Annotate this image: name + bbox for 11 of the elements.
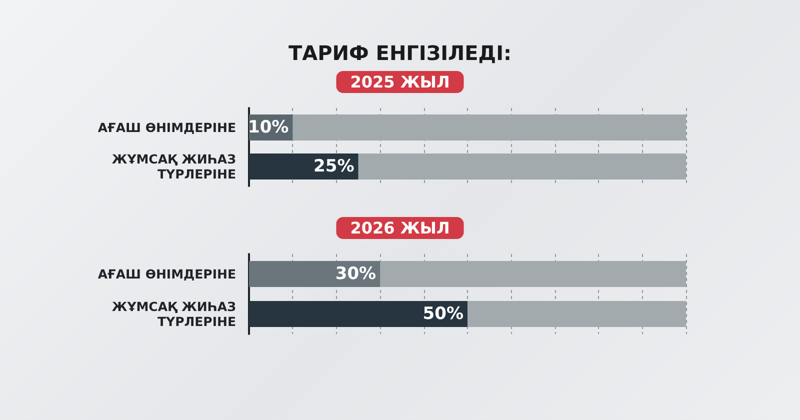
data-label: 50%	[422, 304, 464, 324]
y-tick-label: ЖҰМСАҚ ЖИҺАЗ ТҮРЛЕРІНЕ	[112, 299, 236, 329]
y-tick-label: АҒАШ ӨНІМДЕРІНЕ	[98, 120, 236, 135]
data-label: 10%	[248, 118, 289, 138]
chart-title: ТАРИФ ЕНГІЗІЛЕДІ:	[288, 41, 512, 65]
y-tick-label: ЖҰМСАҚ ЖИҺАЗ ТҮРЛЕРІНЕ	[112, 152, 236, 182]
data-label: 30%	[335, 264, 376, 284]
data-label: 25%	[314, 156, 354, 176]
y-tick-label: АҒАШ ӨНІМДЕРІНЕ	[98, 266, 236, 282]
chart-subtitle: 2026 ЖЫЛ	[350, 218, 450, 238]
chart-subtitle: 2025 ЖЫЛ	[350, 72, 450, 92]
